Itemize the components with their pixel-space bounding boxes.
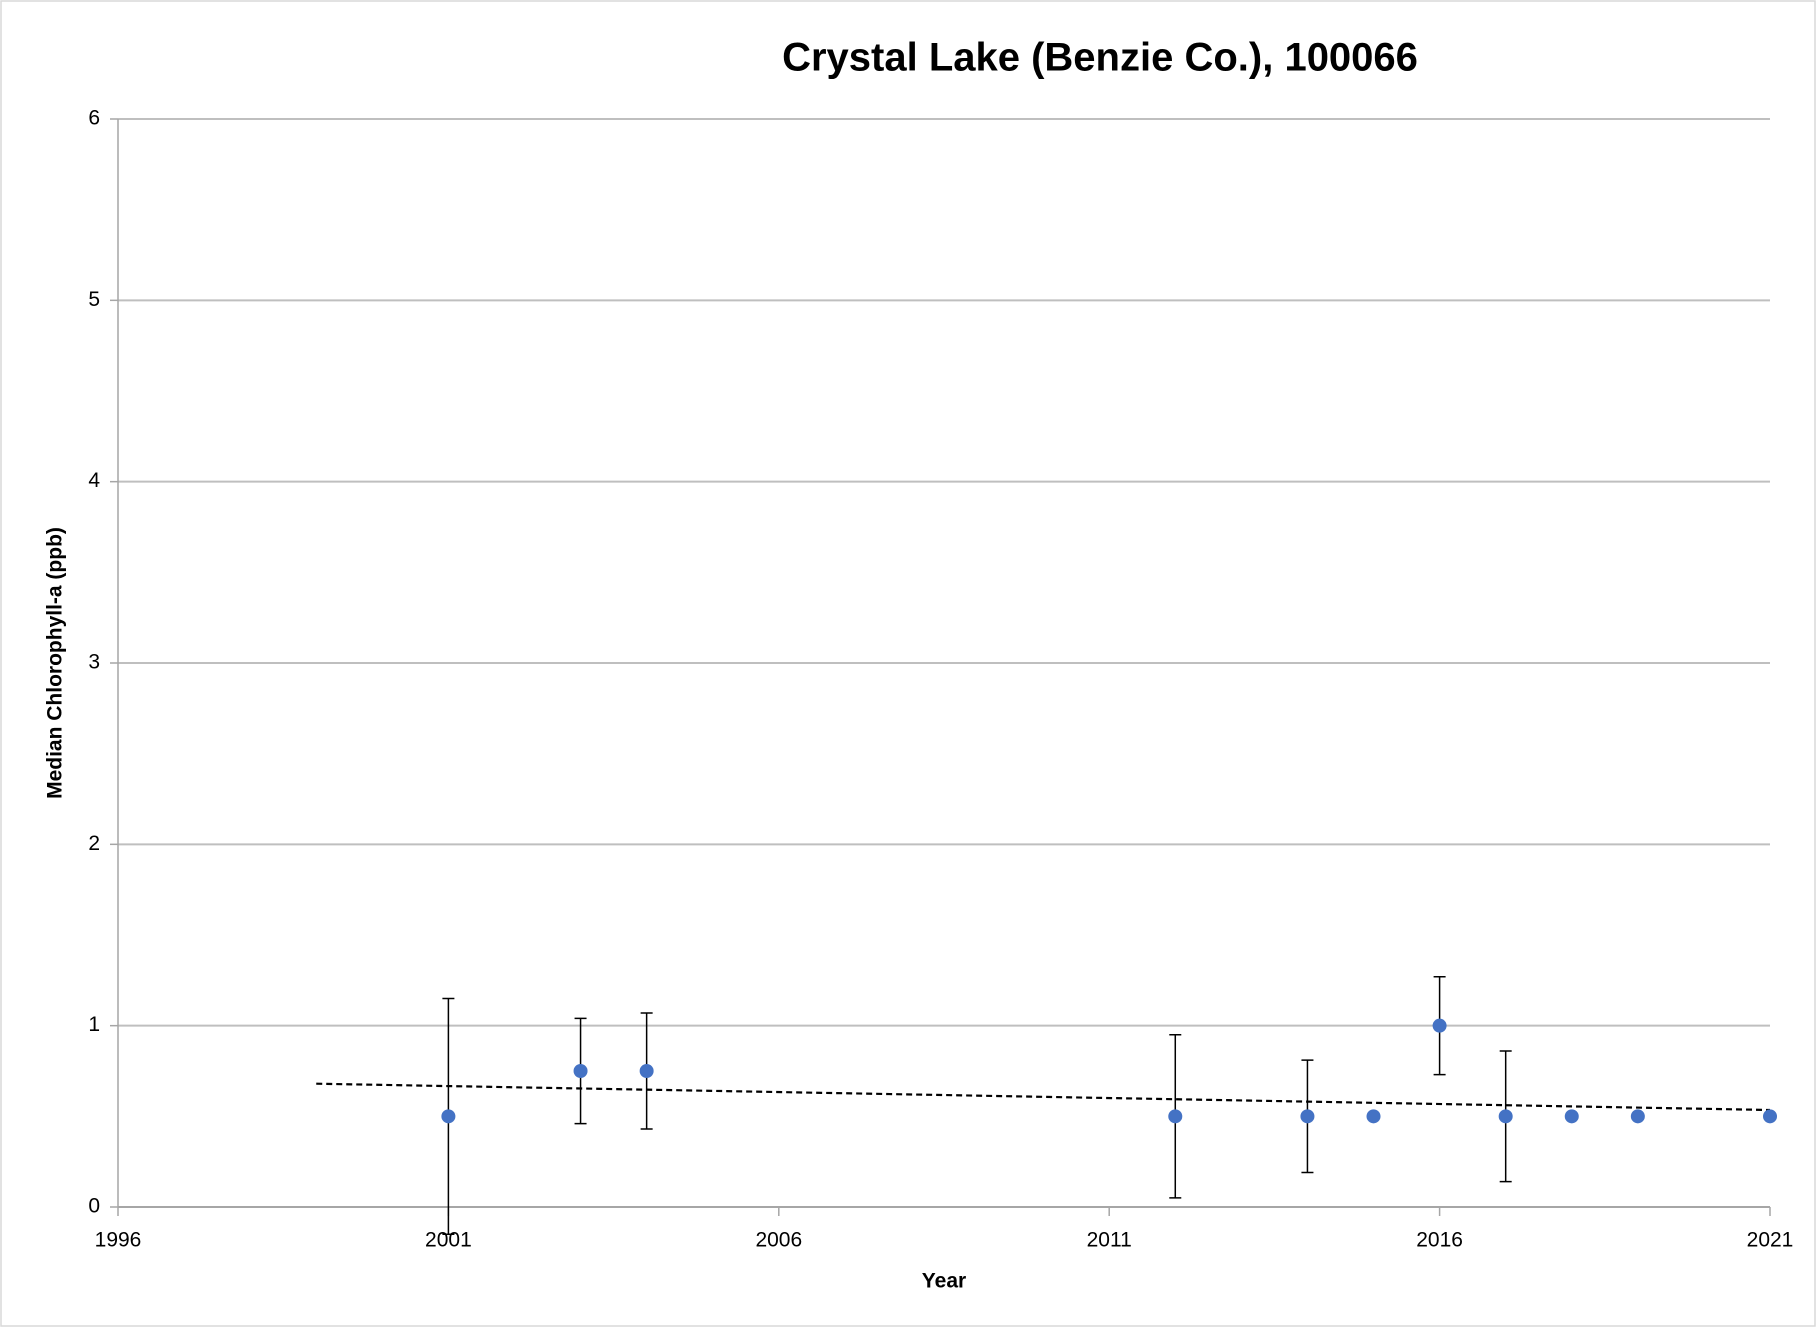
x-tick-label: 2006 [755, 1229, 802, 1252]
chart-title: Crystal Lake (Benzie Co.), 100066 [782, 36, 1418, 80]
x-tick-label: 2016 [1416, 1229, 1463, 1252]
point [1498, 1109, 1513, 1124]
x-tick-label: 1996 [95, 1229, 142, 1252]
point [1564, 1109, 1579, 1124]
y-tick-label: 2 [88, 832, 100, 855]
point [441, 1109, 456, 1124]
point [1763, 1109, 1777, 1124]
y-tick-label: 0 [88, 1195, 100, 1218]
x-tick-label: 2021 [1747, 1229, 1794, 1252]
y-axis-label: Median Chlorophyll-a (ppb) [44, 527, 67, 799]
point [1630, 1109, 1645, 1124]
point [1432, 1018, 1447, 1033]
x-tick-label: 2001 [425, 1229, 472, 1252]
y-tick-label: 5 [88, 288, 100, 311]
x-tick-label: 2011 [1087, 1229, 1132, 1252]
point [1168, 1109, 1183, 1124]
point [639, 1064, 654, 1078]
y-tick-label: 4 [88, 469, 100, 492]
trendline [316, 1082, 1771, 1112]
point [1300, 1109, 1315, 1124]
y-tick-label: 1 [88, 1013, 100, 1036]
x-axis-label: Year [922, 1270, 966, 1293]
point [1366, 1109, 1381, 1124]
point [573, 1064, 588, 1078]
y-tick-label: 6 [88, 107, 100, 130]
y-tick-label: 3 [88, 651, 100, 674]
